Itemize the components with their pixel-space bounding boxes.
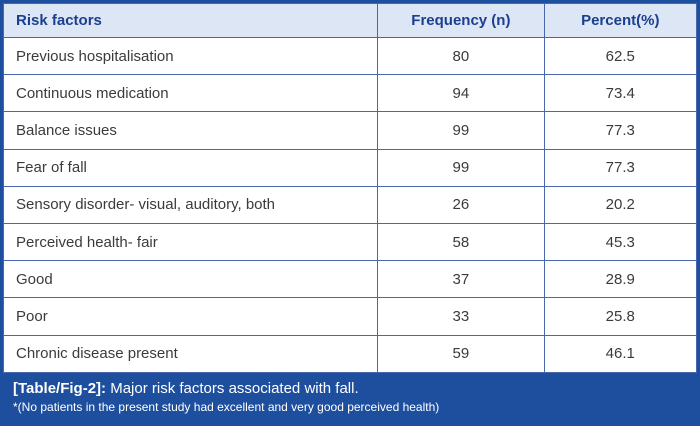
table-row: Sensory disorder- visual, auditory, both… [2, 185, 698, 225]
cell-percent: 73.4 [543, 74, 698, 113]
cell-percent: 28.9 [543, 260, 698, 299]
cell-factor: Balance issues [2, 111, 379, 150]
header-percent: Percent(%) [543, 3, 698, 38]
cell-frequency: 26 [377, 185, 545, 225]
cell-factor: Chronic disease present [2, 334, 379, 373]
cell-percent: 62.5 [543, 36, 698, 76]
cell-factor: Perceived health- fair [2, 223, 379, 262]
table-header-row: Risk factors Frequency (n) Percent(%) [2, 3, 698, 38]
cell-factor: Sensory disorder- visual, auditory, both [2, 185, 379, 225]
caption-label: [Table/Fig-2]: [13, 379, 107, 397]
caption-title: [Table/Fig-2]: Major risk factors associ… [13, 379, 687, 399]
cell-factor: Poor [2, 297, 379, 336]
cell-frequency: 99 [377, 148, 545, 187]
cell-frequency: 33 [377, 297, 545, 336]
cell-factor: Fear of fall [2, 148, 379, 187]
cell-percent: 45.3 [543, 223, 698, 262]
cell-frequency: 94 [377, 74, 545, 113]
header-frequency: Frequency (n) [377, 3, 545, 38]
table-row: Fear of fall 99 77.3 [2, 148, 698, 187]
table-row: Chronic disease present 59 46.1 [2, 334, 698, 373]
cell-percent: 20.2 [543, 185, 698, 225]
cell-frequency: 37 [377, 260, 545, 299]
header-risk-factors: Risk factors [2, 3, 379, 38]
table-row: Poor 33 25.8 [2, 297, 698, 336]
risk-factors-table: Risk factors Frequency (n) Percent(%) Pr… [2, 3, 698, 373]
cell-factor: Continuous medication [2, 74, 379, 113]
table-row: Continuous medication 94 73.4 [2, 74, 698, 113]
cell-percent: 77.3 [543, 111, 698, 150]
cell-frequency: 80 [377, 36, 545, 76]
cell-percent: 25.8 [543, 297, 698, 336]
cell-frequency: 99 [377, 111, 545, 150]
caption-footnote: *(No patients in the present study had e… [13, 400, 440, 415]
cell-percent: 77.3 [543, 148, 698, 187]
caption-text: Major risk factors associated with fall. [106, 379, 359, 397]
cell-frequency: 59 [377, 334, 545, 373]
figure-caption: [Table/Fig-2]: Major risk factors associ… [3, 372, 697, 423]
cell-percent: 46.1 [543, 334, 698, 373]
cell-frequency: 58 [377, 223, 545, 262]
table-row: Balance issues 99 77.3 [2, 111, 698, 150]
table-row: Previous hospitalisation 80 62.5 [2, 36, 698, 76]
table-row: Good 37 28.9 [2, 260, 698, 299]
cell-factor: Previous hospitalisation [2, 36, 379, 76]
table-row: Perceived health- fair 58 45.3 [2, 223, 698, 262]
cell-factor: Good [2, 260, 379, 299]
